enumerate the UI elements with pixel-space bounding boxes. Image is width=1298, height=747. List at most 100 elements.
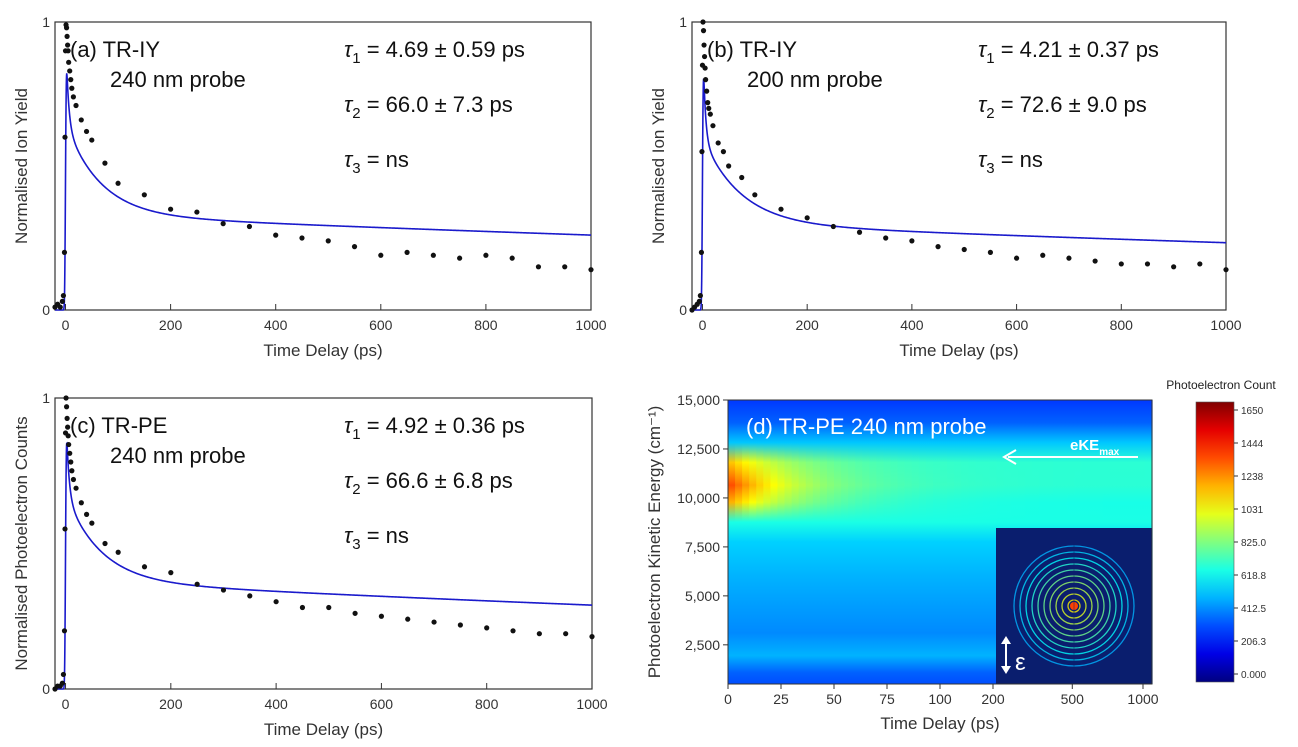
data-point bbox=[63, 25, 70, 31]
data-point bbox=[83, 128, 90, 135]
heatmap-cell bbox=[911, 400, 920, 684]
x-tick-label: 800 bbox=[475, 696, 499, 712]
data-point bbox=[830, 223, 836, 230]
data-point bbox=[102, 160, 108, 166]
data-point bbox=[562, 264, 568, 270]
heatmap-cell bbox=[862, 400, 870, 684]
heatmap-cell bbox=[876, 400, 885, 684]
data-point bbox=[378, 252, 384, 258]
data-point bbox=[378, 613, 385, 619]
x-tick-label: 600 bbox=[370, 696, 394, 712]
data-point bbox=[67, 68, 73, 74]
data-point bbox=[141, 192, 147, 198]
data-point bbox=[89, 520, 95, 526]
tau-annotation: τ1 = 4.21 ± 0.37 ps bbox=[978, 37, 1159, 67]
data-point bbox=[589, 634, 595, 640]
polarization-label: ε bbox=[1015, 649, 1026, 676]
data-point bbox=[67, 450, 73, 456]
x-tick-label: 1000 bbox=[1210, 317, 1241, 333]
fit-line bbox=[55, 441, 593, 690]
x-tick-label: 800 bbox=[1110, 317, 1134, 333]
heatmap-cell bbox=[784, 400, 793, 684]
y-tick-label: 7,500 bbox=[685, 539, 720, 555]
x-tick-label: 25 bbox=[773, 691, 789, 707]
data-point bbox=[273, 599, 279, 605]
data-point bbox=[115, 549, 121, 555]
data-point bbox=[299, 235, 305, 241]
colorbar-tick-label: 618.8 bbox=[1241, 571, 1266, 582]
y-tick-label: 15,000 bbox=[677, 392, 720, 408]
colorbar-tick-label: 825.0 bbox=[1241, 538, 1266, 549]
data-point bbox=[246, 223, 253, 230]
heatmap-cell bbox=[756, 400, 764, 684]
data-point bbox=[701, 53, 708, 60]
x-tick-label: 1000 bbox=[576, 696, 607, 712]
heatmap-cell bbox=[975, 400, 983, 684]
tau-annotation: τ3 = ns bbox=[344, 523, 409, 553]
chart-d: ε (d) TR-PE 240 nm probe eKEmax 2,500 5,000 7… bbox=[645, 378, 1276, 733]
data-point bbox=[220, 587, 227, 593]
chart-c: 0 200 400 600 800 1000 0 1 Time Delay (ps) Normal… bbox=[12, 390, 608, 739]
tau-annotation: τ1 = 4.92 ± 0.36 ps bbox=[344, 413, 525, 443]
x-tick-label: 0 bbox=[62, 317, 70, 333]
data-point bbox=[739, 174, 745, 181]
data-point bbox=[247, 593, 253, 599]
tau-annotation: τ2 = 66.6 ± 6.8 ps bbox=[344, 468, 513, 498]
data-point bbox=[1197, 261, 1203, 267]
data-point bbox=[62, 526, 68, 532]
data-point bbox=[60, 293, 67, 299]
x-tick-label: 0 bbox=[62, 696, 70, 712]
data-point bbox=[699, 149, 705, 155]
data-point bbox=[700, 19, 706, 25]
heatmap-cell bbox=[954, 400, 962, 684]
data-point bbox=[168, 570, 174, 576]
data-point bbox=[715, 140, 721, 146]
heatmap-cell bbox=[742, 400, 750, 684]
heatmap-cell bbox=[805, 400, 814, 684]
panel-title: (d) TR-PE 240 nm probe bbox=[746, 414, 986, 439]
x-tick-label: 200 bbox=[981, 691, 1005, 707]
data-point bbox=[63, 395, 69, 401]
heatmap-cell bbox=[777, 400, 786, 684]
x-tick-label: 800 bbox=[474, 317, 498, 333]
data-point bbox=[707, 111, 713, 117]
data-point bbox=[804, 215, 810, 221]
data-point bbox=[62, 134, 68, 140]
data-point bbox=[60, 671, 67, 678]
data-point bbox=[701, 42, 707, 48]
data-point bbox=[703, 77, 709, 83]
data-point bbox=[509, 255, 515, 261]
heatmap-cell bbox=[897, 400, 906, 684]
x-tick-label: 400 bbox=[264, 317, 288, 333]
data-point bbox=[702, 65, 708, 71]
heatmap-cell bbox=[855, 400, 863, 684]
x-tick-label: 600 bbox=[369, 317, 393, 333]
data-point bbox=[483, 252, 489, 258]
data-point bbox=[856, 229, 863, 235]
tau-annotation: τ3 = ns bbox=[344, 147, 409, 177]
data-point bbox=[1040, 252, 1046, 258]
heatmap-cell bbox=[791, 400, 800, 684]
y-tick-label: 1 bbox=[42, 14, 50, 30]
data-point bbox=[935, 244, 941, 250]
plot-frame bbox=[54, 397, 593, 690]
heatmap-cell bbox=[982, 400, 991, 684]
data-point bbox=[704, 88, 710, 94]
data-point bbox=[69, 468, 75, 474]
data-point bbox=[168, 206, 174, 212]
data-point bbox=[299, 604, 306, 611]
data-point bbox=[65, 433, 71, 439]
heatmap-cell bbox=[904, 400, 913, 684]
y-tick-label: 1 bbox=[679, 14, 687, 30]
fit-line bbox=[55, 73, 592, 311]
data-point bbox=[83, 511, 90, 517]
data-point bbox=[102, 540, 108, 547]
x-tick-label: 0 bbox=[699, 317, 707, 333]
ekemax-arrow-head bbox=[1002, 449, 1017, 465]
data-point bbox=[404, 249, 410, 255]
data-point bbox=[726, 163, 732, 169]
panel-c: 0 200 400 600 800 1000 0 1 Time Delay (ps) Normal… bbox=[0, 378, 640, 747]
panel-title: (b) TR-IY bbox=[707, 37, 797, 62]
y-tick-label: 12,500 bbox=[677, 441, 720, 457]
y-tick-label: 1 bbox=[42, 390, 50, 406]
